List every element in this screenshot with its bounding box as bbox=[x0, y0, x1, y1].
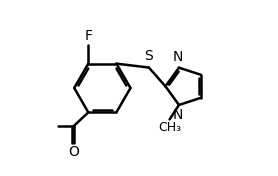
Text: S: S bbox=[145, 49, 153, 63]
Text: N: N bbox=[173, 50, 183, 64]
Text: O: O bbox=[68, 145, 79, 159]
Text: F: F bbox=[84, 29, 92, 43]
Text: N: N bbox=[173, 108, 183, 122]
Text: CH₃: CH₃ bbox=[158, 121, 181, 134]
